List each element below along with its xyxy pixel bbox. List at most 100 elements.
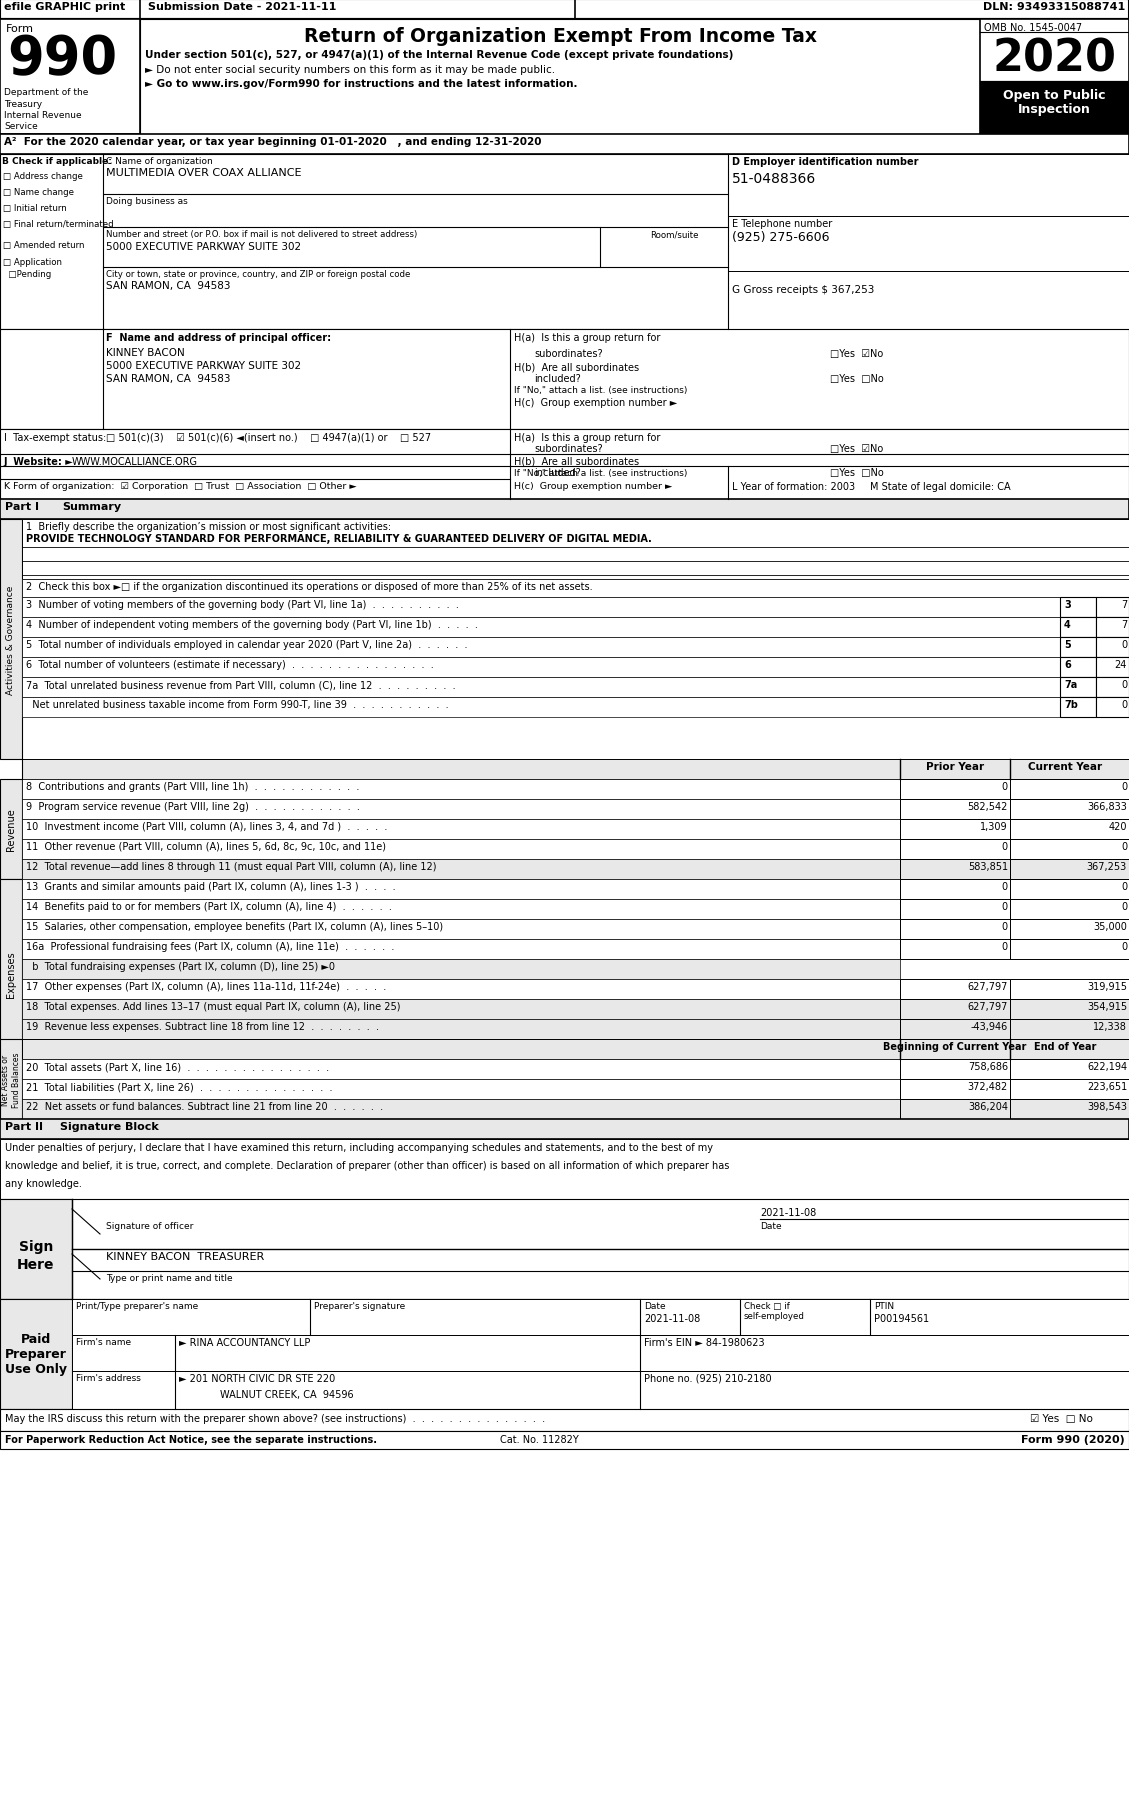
Text: 10  Investment income (Part VIII, column (A), lines 3, 4, and 7d )  .  .  .  .  : 10 Investment income (Part VIII, column … (26, 822, 387, 831)
Text: 582,542: 582,542 (968, 802, 1008, 811)
Text: 627,797: 627,797 (968, 1001, 1008, 1012)
Bar (72, 1335, 1129, 1372)
Text: 35,000: 35,000 (1093, 922, 1127, 931)
Text: May the IRS discuss this return with the preparer shown above? (see instructions: May the IRS discuss this return with the… (5, 1413, 545, 1424)
Text: 5  Total number of individuals employed in calendar year 2020 (Part V, line 2a) : 5 Total number of individuals employed i… (26, 640, 467, 651)
Text: 0: 0 (1121, 902, 1127, 911)
Text: 583,851: 583,851 (968, 862, 1008, 871)
Text: Activities & Governance: Activities & Governance (7, 585, 16, 694)
Text: KINNEY BACON: KINNEY BACON (106, 347, 185, 358)
Text: City or town, state or province, country, and ZIP or foreign postal code: City or town, state or province, country… (106, 269, 410, 278)
Bar (21, 698, 1129, 717)
Bar (1010, 779, 1129, 799)
Text: 22  Net assets or fund balances. Subtract line 21 from line 20  .  .  .  .  .  .: 22 Net assets or fund balances. Subtract… (26, 1102, 383, 1111)
Bar (21, 618, 1129, 638)
Text: Beginning of Current Year: Beginning of Current Year (883, 1041, 1026, 1052)
Bar (21, 1059, 900, 1079)
Text: E Telephone number: E Telephone number (732, 219, 832, 229)
Text: ► 201 NORTH CIVIC DR STE 220: ► 201 NORTH CIVIC DR STE 220 (180, 1373, 335, 1382)
Text: 7a: 7a (1064, 679, 1077, 690)
Bar (900, 940, 1010, 960)
Bar (900, 820, 1010, 840)
Text: 20  Total assets (Part X, line 16)  .  .  .  .  .  .  .  .  .  .  .  .  .  .  . : 20 Total assets (Part X, line 16) . . . … (26, 1061, 330, 1072)
Text: Doing business as: Doing business as (106, 197, 187, 206)
Bar (728, 271, 1129, 331)
Text: 3: 3 (1064, 600, 1070, 609)
Text: Summary: Summary (62, 502, 121, 511)
Text: 223,651: 223,651 (1087, 1081, 1127, 1091)
Text: 319,915: 319,915 (1087, 981, 1127, 992)
Text: Submission Date - 2021-11-11: Submission Date - 2021-11-11 (148, 2, 336, 13)
Text: End of Year: End of Year (1034, 1041, 1096, 1052)
Bar (900, 880, 1010, 900)
Text: Sign: Sign (19, 1240, 53, 1254)
Text: □Yes  ☑No: □Yes ☑No (830, 349, 883, 360)
Bar (0, 20, 140, 136)
Text: □ Amended return: □ Amended return (3, 240, 85, 249)
Text: Preparer's signature: Preparer's signature (314, 1301, 405, 1310)
Text: H(b)  Are all subordinates: H(b) Are all subordinates (514, 361, 639, 372)
Text: MULTIMEDIA OVER COAX ALLIANCE: MULTIMEDIA OVER COAX ALLIANCE (106, 168, 301, 177)
Text: Phone no. (925) 210-2180: Phone no. (925) 210-2180 (644, 1373, 771, 1382)
Bar (0, 1200, 72, 1299)
Text: 0: 0 (1001, 902, 1008, 911)
Text: 15  Salaries, other compensation, employee benefits (Part IX, column (A), lines : 15 Salaries, other compensation, employe… (26, 922, 443, 931)
Text: H(a)  Is this a group return for: H(a) Is this a group return for (514, 332, 660, 343)
Bar (140, 20, 980, 136)
Text: subordinates?: subordinates? (534, 445, 603, 454)
Bar (21, 799, 900, 820)
Bar (0, 520, 21, 759)
Bar (1010, 860, 1129, 880)
Bar (1096, 638, 1129, 658)
Text: Number and street (or P.O. box if mail is not delivered to street address): Number and street (or P.O. box if mail i… (106, 229, 418, 239)
Bar (1060, 598, 1096, 618)
Text: Return of Organization Exempt From Income Tax: Return of Organization Exempt From Incom… (304, 27, 816, 45)
Text: 6  Total number of volunteers (estimate if necessary)  .  .  .  .  .  .  .  .  .: 6 Total number of volunteers (estimate i… (26, 660, 434, 670)
Text: b  Total fundraising expenses (Part IX, column (D), line 25) ►0: b Total fundraising expenses (Part IX, c… (26, 961, 335, 972)
Text: Paid
Preparer
Use Only: Paid Preparer Use Only (5, 1334, 67, 1375)
Text: H(c)  Group exemption number ►: H(c) Group exemption number ► (514, 482, 672, 492)
Text: 372,482: 372,482 (968, 1081, 1008, 1091)
Text: ► Go to www.irs.gov/Form990 for instructions and the latest information.: ► Go to www.irs.gov/Form990 for instruct… (145, 80, 578, 89)
Bar (0, 779, 21, 880)
Text: □Yes  □No: □Yes □No (830, 468, 884, 477)
Text: Open to Public: Open to Public (1003, 89, 1105, 101)
Text: SAN RAMON, CA  94583: SAN RAMON, CA 94583 (106, 280, 230, 291)
Text: 5000 EXECUTIVE PARKWAY SUITE 302: 5000 EXECUTIVE PARKWAY SUITE 302 (106, 361, 301, 370)
Text: P00194561: P00194561 (874, 1314, 929, 1323)
Text: If "No," attach a list. (see instructions): If "No," attach a list. (see instruction… (514, 468, 688, 477)
Text: H(c)  Group exemption number ►: H(c) Group exemption number ► (514, 398, 677, 408)
Bar (21, 880, 900, 900)
Text: F  Name and address of principal officer:: F Name and address of principal officer: (106, 332, 331, 343)
Text: G Gross receipts $ 367,253: G Gross receipts $ 367,253 (732, 286, 874, 295)
Text: 2021-11-08: 2021-11-08 (760, 1207, 816, 1218)
Text: □ 501(c)(3)    ☑ 501(c)(6) ◄(insert no.)    □ 4947(a)(1) or    □ 527: □ 501(c)(3) ☑ 501(c)(6) ◄(insert no.) □ … (106, 432, 431, 443)
Text: 386,204: 386,204 (968, 1102, 1008, 1111)
Text: Firm's address: Firm's address (76, 1373, 141, 1382)
Text: Net unrelated business taxable income from Form 990-T, line 39  .  .  .  .  .  .: Net unrelated business taxable income fr… (26, 699, 448, 710)
Text: B Check if applicable:: B Check if applicable: (2, 157, 112, 166)
Text: PROVIDE TECHNOLOGY STANDARD FOR PERFORMANCE, RELIABILITY & GUARANTEED DELIVERY O: PROVIDE TECHNOLOGY STANDARD FOR PERFORMA… (26, 533, 651, 544)
Text: 627,797: 627,797 (968, 981, 1008, 992)
Text: 13  Grants and similar amounts paid (Part IX, column (A), lines 1-3 )  .  .  .  : 13 Grants and similar amounts paid (Part… (26, 882, 395, 891)
Text: 0: 0 (1121, 699, 1127, 710)
Bar (980, 81, 1129, 136)
Text: Signature of officer: Signature of officer (106, 1222, 193, 1231)
Bar (21, 598, 1129, 618)
Text: 7: 7 (1121, 600, 1127, 609)
Text: 5: 5 (1064, 640, 1070, 651)
Bar (21, 1019, 900, 1039)
Text: □ Final return/terminated: □ Final return/terminated (3, 220, 114, 229)
Bar (1010, 1079, 1129, 1099)
Text: 1,309: 1,309 (980, 822, 1008, 831)
Text: Internal Revenue: Internal Revenue (5, 110, 81, 119)
Text: M State of legal domicile: CA: M State of legal domicile: CA (870, 482, 1010, 492)
Bar (21, 999, 900, 1019)
Text: Signature Block: Signature Block (60, 1122, 159, 1131)
Text: Check □ if
self-employed: Check □ if self-employed (744, 1301, 805, 1321)
Bar (72, 1372, 1129, 1409)
Bar (1010, 1019, 1129, 1039)
Bar (72, 1299, 1129, 1335)
Bar (0, 1431, 1129, 1449)
Text: If "No," attach a list. (see instructions): If "No," attach a list. (see instruction… (514, 385, 688, 394)
